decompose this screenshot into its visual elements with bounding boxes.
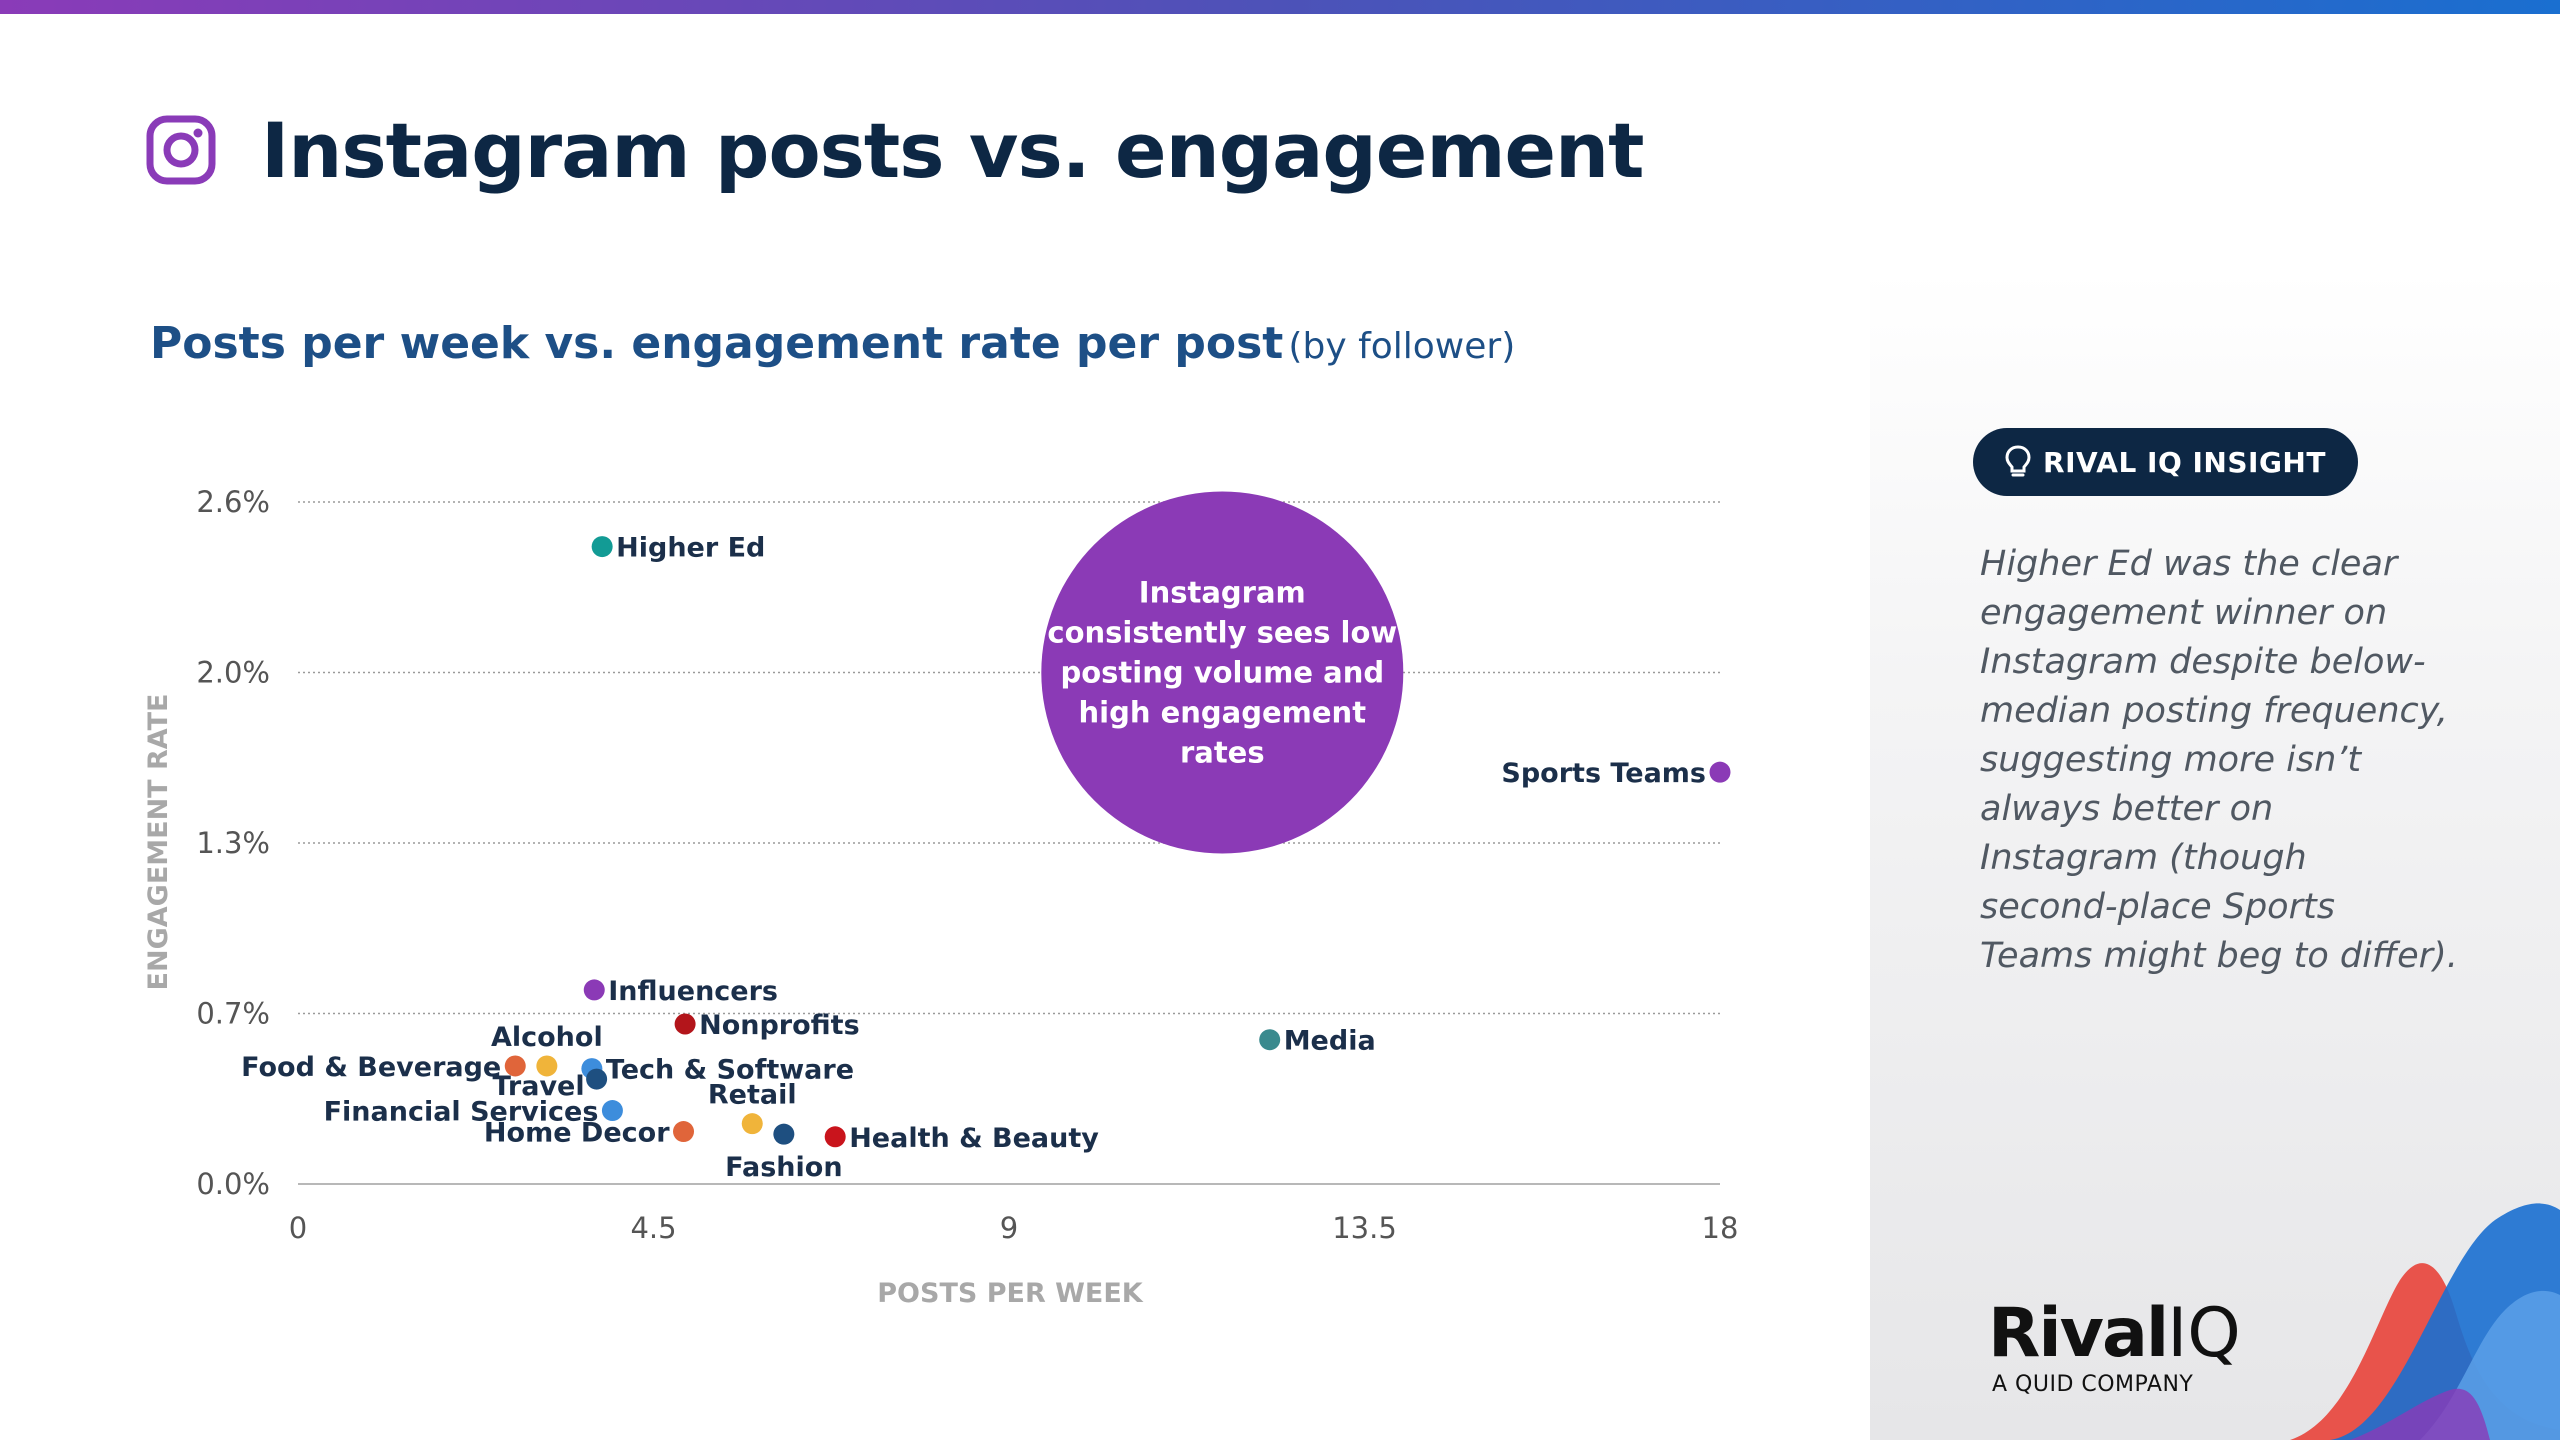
data-point [1259,1029,1281,1051]
data-label: Media [1284,1026,1376,1057]
annotation-text-line: high engagement [1079,696,1367,730]
data-label: Home Decor [484,1118,670,1149]
logo-tagline: A QUID COMPANY [1992,1372,2194,1397]
page-title: Instagram posts vs. engagement [261,105,1644,195]
data-label: Sports Teams [1501,758,1706,789]
insight-line: Higher Ed was the clear [1980,544,2398,584]
y-tick-label: 2.6% [196,485,270,519]
data-points [504,536,1731,1148]
data-label: Retail [708,1080,797,1111]
page-header: Instagram posts vs. engagement [145,105,1644,195]
data-label: Health & Beauty [849,1123,1099,1154]
y-tick-label: 0.0% [196,1167,270,1201]
decorative-waves [2290,1203,2560,1440]
data-point [773,1123,795,1145]
chart-grid [298,501,1720,1185]
data-point [824,1126,846,1148]
x-tick-label: 18 [1702,1211,1739,1245]
insight-line: engagement winner on [1980,593,2388,633]
lightbulb-icon [2005,445,2031,477]
logo-rival: Rival [1988,1294,2169,1373]
data-point [673,1121,695,1143]
data-point [591,536,613,558]
data-point [583,979,605,1001]
x-tick-label: 4.5 [630,1211,676,1245]
insight-line: second-place Sports [1980,887,2335,927]
instagram-icon [146,115,216,185]
data-point [601,1100,623,1122]
insight-line: Teams might beg to differ). [1980,936,2458,976]
insight-badge-label: RIVAL IQ INSIGHT [2043,445,2326,479]
annotation-text-line: posting volume and [1060,656,1384,690]
chart-title: Posts per week vs. engagement rate per p… [150,318,1515,369]
annotation-text-line: Instagram [1139,576,1306,610]
x-tick-label: 0 [289,1211,307,1245]
data-label: Food & Beverage [241,1052,501,1083]
insight-line: Instagram (though [1980,838,2307,878]
x-tick-label: 9 [1000,1211,1018,1245]
annotation-bubble: Instagram consistently sees low posting vo… [1041,491,1404,854]
insight-text: Higher Ed was the clear engagement winne… [1980,540,2480,981]
logo-iq: IQ [2167,1294,2241,1373]
data-point [674,1013,696,1035]
data-label: Influencers [608,976,778,1007]
insight-line: always better on [1980,789,2274,829]
data-label: Alcohol [491,1022,603,1053]
logo-wordmark: RivalIQ [1988,1300,2241,1368]
data-label: Financial Services [324,1097,599,1128]
data-label: Higher Ed [616,533,765,564]
y-tick-label: 2.0% [196,656,270,690]
y-axis-ticks: 0.0% 0.7% 1.3% 2.0% 2.6% [196,485,270,1201]
insight-line: suggesting more isn’t [1980,740,2362,780]
data-point [586,1068,608,1090]
insight-panel: RIVAL IQ INSIGHT Higher Ed was the clear… [1870,270,2560,1440]
y-axis-label: ENGAGEMENT RATE [143,694,174,991]
top-gradient-bar [0,0,2560,14]
insight-line: Instagram despite below- [1980,642,2426,682]
data-label: Travel [492,1071,584,1102]
y-tick-label: 1.3% [196,826,270,860]
annotation-text-line: rates [1180,736,1265,770]
annotation-text-line: consistently sees low [1047,616,1397,650]
data-label: Fashion [725,1152,842,1183]
scatter-chart: 0.0% 0.7% 1.3% 2.0% 2.6% 0 4.5 9 13.5 18 POSTS P… [143,485,1739,1309]
rival-iq-logo: RivalIQ A QUID COMPANY [1988,1300,2241,1398]
x-axis-label: POSTS PER WEEK [877,1278,1144,1309]
insight-line: median posting frequency, [1980,691,2448,731]
insight-badge: RIVAL IQ INSIGHT [1973,428,2358,496]
chart-title-sub: (by follower) [1288,326,1516,367]
annotation-circle [1041,491,1404,854]
x-axis-ticks: 0 4.5 9 13.5 18 [289,1211,1739,1245]
data-point [1709,761,1731,783]
data-label: Nonprofits [699,1010,860,1041]
data-point [741,1113,763,1135]
data-labels: Higher Ed Sports Teams InfluencersNonprofi… [241,533,1706,1184]
data-label: Tech & Software [606,1055,854,1086]
y-tick-label: 0.7% [196,997,270,1031]
data-point [504,1055,526,1077]
x-tick-label: 13.5 [1332,1211,1397,1245]
data-point [536,1055,558,1077]
chart-title-main: Posts per week vs. engagement rate per p… [150,318,1284,369]
